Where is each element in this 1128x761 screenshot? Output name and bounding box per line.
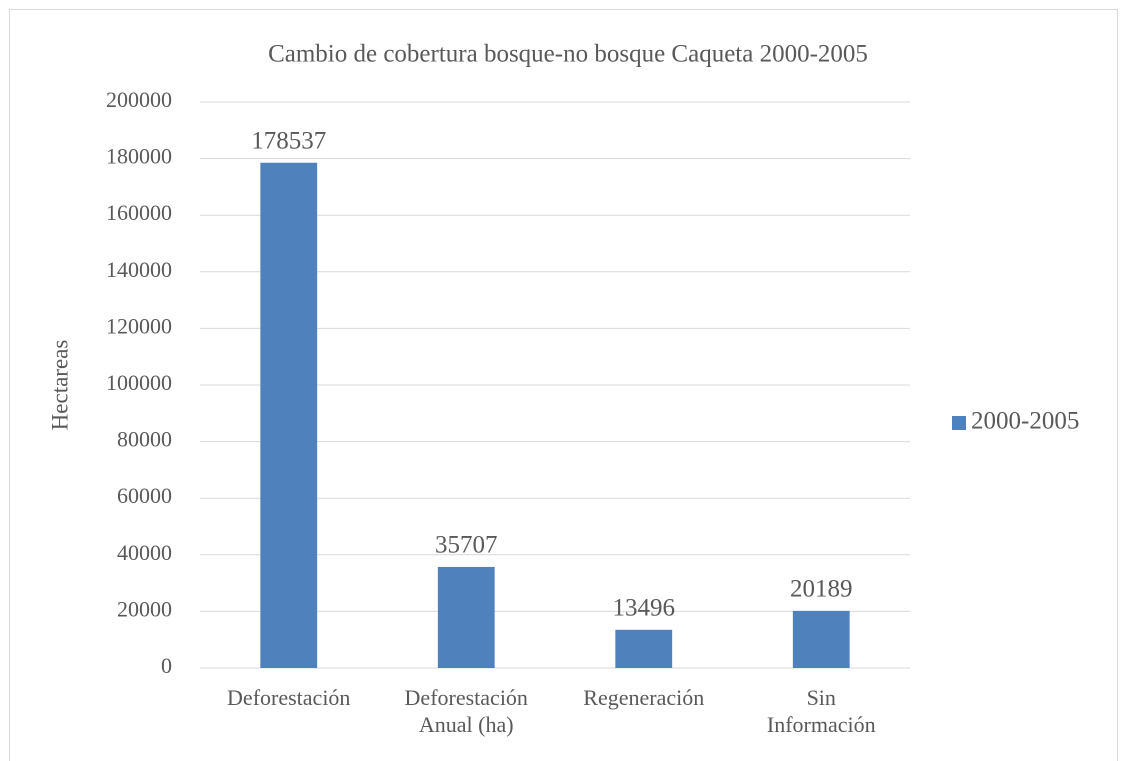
x-tick-label: Deforestación	[227, 685, 351, 710]
data-label: 13496	[613, 595, 676, 622]
chart-border	[9, 9, 1118, 761]
x-tick-label: Sin Información	[766, 685, 876, 737]
y-tick-label: 0	[161, 653, 172, 678]
y-tick-label: 120000	[106, 313, 172, 338]
legend-swatch	[952, 416, 966, 430]
y-tick-label: 80000	[117, 427, 172, 452]
chart-title: Cambio de cobertura bosque-no bosque Caq…	[268, 41, 868, 68]
data-label: 178537	[251, 127, 326, 154]
legend-label: 2000-2005	[971, 408, 1079, 435]
y-tick-label: 100000	[106, 370, 172, 395]
x-tick-label: Regeneración	[583, 685, 705, 710]
y-axis-title: Hectareas	[47, 340, 72, 431]
y-tick-label: 40000	[117, 540, 172, 565]
y-tick-label: 60000	[117, 483, 172, 508]
data-label: 35707	[435, 532, 498, 559]
y-tick-label: 200000	[106, 87, 172, 112]
x-tick-label: Deforestación Anual (ha)	[404, 685, 528, 737]
bar	[260, 162, 318, 668]
bar	[615, 629, 673, 668]
bar	[437, 566, 495, 668]
data-label: 20189	[790, 576, 853, 603]
y-tick-label: 20000	[117, 596, 172, 621]
bar	[792, 610, 850, 668]
y-tick-label: 160000	[106, 200, 172, 225]
y-tick-label: 180000	[106, 144, 172, 169]
y-tick-label: 140000	[106, 257, 172, 282]
